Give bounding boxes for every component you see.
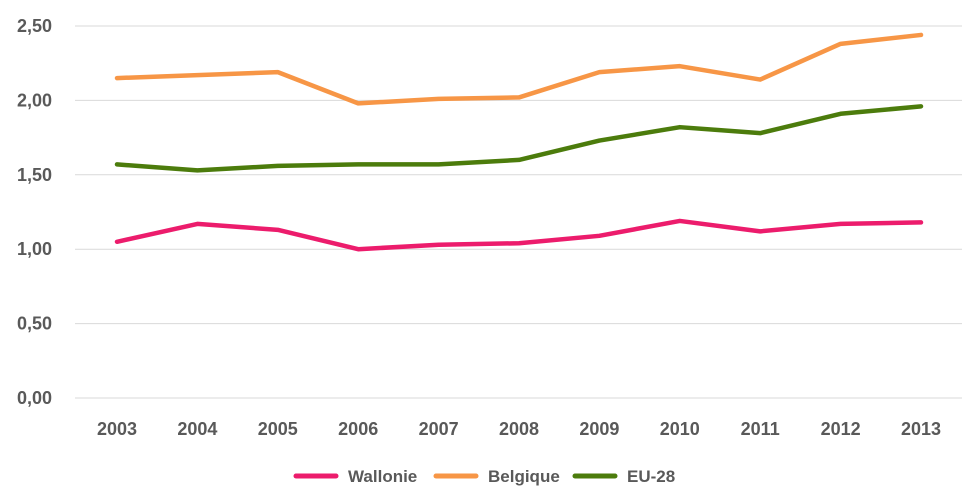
x-tick-label: 2006	[338, 419, 378, 439]
y-axis-ticks: 0,00 0,50 1,00 1,50 2,00 2,50	[17, 16, 52, 408]
y-tick-label: 0,00	[17, 388, 52, 408]
x-tick-label: 2008	[499, 419, 539, 439]
legend-label: Belgique	[488, 467, 560, 486]
legend-item-wallonie: Wallonie	[293, 467, 417, 486]
legend-label: Wallonie	[348, 467, 417, 486]
x-tick-label: 2012	[821, 419, 861, 439]
x-tick-label: 2011	[741, 419, 780, 439]
x-tick-label: 2013	[901, 419, 941, 439]
x-tick-label: 2009	[579, 419, 619, 439]
legend-label: EU-28	[627, 467, 675, 486]
legend: Wallonie Belgique EU-28	[293, 467, 675, 486]
legend-item-belgique: Belgique	[433, 467, 560, 486]
gridlines	[75, 25, 962, 399]
x-axis-ticks: 2003 2004 2005 2006 2007 2008 2009 2010 2011 2012…	[97, 419, 941, 439]
series-line-belgique	[114, 32, 924, 106]
y-tick-label: 1,00	[17, 239, 52, 259]
series-line-eu-28	[114, 104, 924, 173]
x-tick-label: 2010	[660, 419, 700, 439]
series-lines	[114, 32, 924, 252]
y-tick-label: 0,50	[17, 314, 52, 334]
y-tick-label: 1,50	[17, 165, 52, 185]
series-line-wallonie	[114, 218, 924, 252]
x-tick-label: 2007	[419, 419, 459, 439]
x-tick-label: 2004	[177, 419, 217, 439]
y-tick-label: 2,50	[17, 16, 52, 36]
x-tick-label: 2003	[97, 419, 137, 439]
legend-item-eu-28: EU-28	[572, 467, 675, 486]
y-tick-label: 2,00	[17, 90, 52, 110]
x-tick-label: 2005	[258, 419, 298, 439]
